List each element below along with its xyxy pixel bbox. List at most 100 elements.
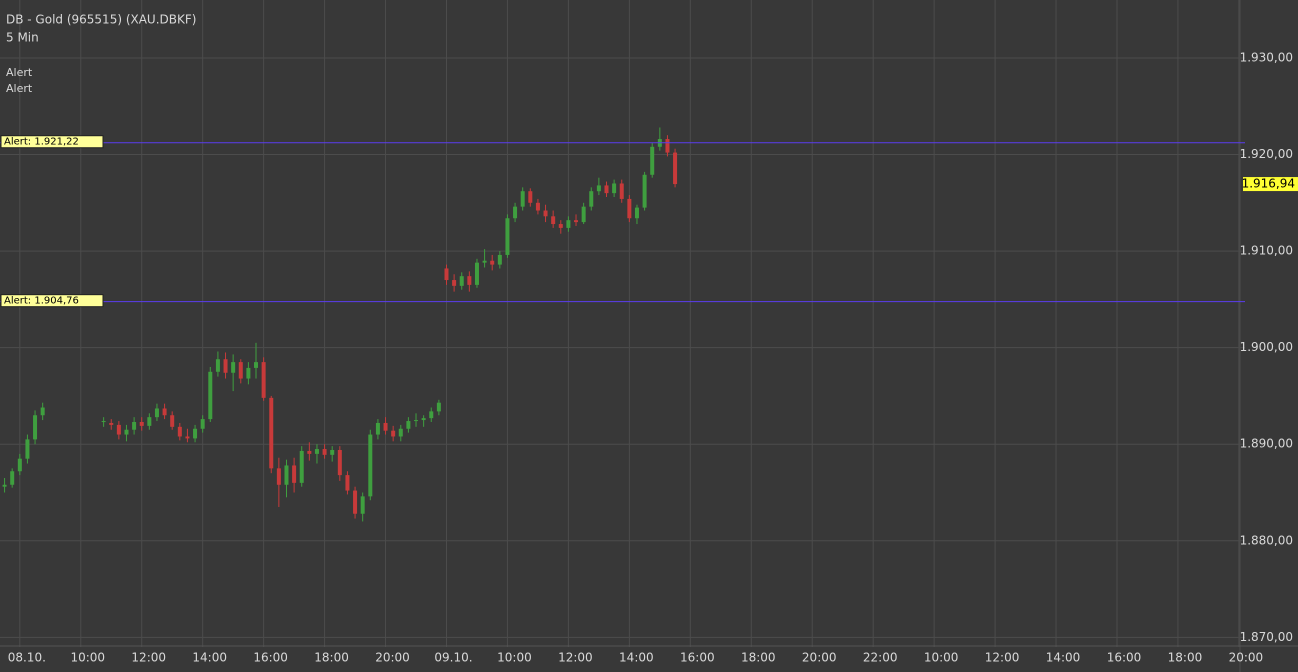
candle-body xyxy=(589,191,594,207)
candle-body xyxy=(543,210,548,217)
candle-body xyxy=(17,458,22,472)
candle-body xyxy=(574,220,579,223)
candle-body xyxy=(353,490,358,514)
candle-body xyxy=(535,202,540,211)
candle-body xyxy=(581,206,586,223)
candle-body xyxy=(368,434,373,497)
candle-body xyxy=(345,475,350,491)
y-tick-label: 1.910,00 xyxy=(1240,244,1293,258)
candle-body xyxy=(10,471,15,485)
x-tick-label: 10:00 xyxy=(70,651,105,665)
candle-body xyxy=(33,415,38,440)
candle-body xyxy=(101,421,106,423)
candle-body xyxy=(147,417,152,426)
candle-body xyxy=(322,449,327,455)
alert-label-box xyxy=(0,135,104,149)
x-tick-label: 12:00 xyxy=(558,651,593,665)
candle-body xyxy=(2,484,7,487)
candle-body xyxy=(444,268,449,281)
candle-body xyxy=(612,183,617,194)
x-tick-label: 16:00 xyxy=(680,651,715,665)
candle-body xyxy=(109,422,114,425)
candle-body xyxy=(375,422,380,435)
candle-body xyxy=(673,152,678,185)
candle-body xyxy=(261,362,266,398)
candle-body xyxy=(650,146,655,175)
candle-body xyxy=(551,216,556,225)
candle-body xyxy=(132,421,137,430)
x-tick-label: 12:00 xyxy=(131,651,166,665)
x-tick-label: 22:00 xyxy=(863,651,898,665)
candle-body xyxy=(154,408,159,418)
candle-body xyxy=(284,465,289,485)
alert-label: Alert: 1.921,22 xyxy=(4,137,79,148)
candle-body xyxy=(276,468,281,485)
candle-body xyxy=(566,220,571,228)
candle-body xyxy=(231,362,236,373)
candle-body xyxy=(665,139,670,153)
candle-body xyxy=(490,260,495,265)
chart-subtitle: 5 Min xyxy=(6,31,39,45)
x-tick-label: 14:00 xyxy=(619,651,654,665)
x-tick-label: 20:00 xyxy=(375,651,410,665)
candle-body xyxy=(513,206,518,219)
candle-body xyxy=(642,174,647,208)
x-tick-label: 14:00 xyxy=(1046,651,1081,665)
candle-body xyxy=(330,450,335,455)
candle-body xyxy=(40,407,45,416)
candles xyxy=(2,127,678,522)
candle-body xyxy=(269,397,274,469)
y-tick-label: 1.890,00 xyxy=(1240,437,1293,451)
candle-body xyxy=(299,450,304,483)
x-tick-label: 12:00 xyxy=(985,651,1020,665)
candle-body xyxy=(170,415,175,427)
candle-body xyxy=(25,439,30,459)
y-tick-label: 1.880,00 xyxy=(1240,533,1293,547)
candle-body xyxy=(528,191,533,203)
candle-body xyxy=(383,422,388,431)
x-tick-label: 20:00 xyxy=(1229,651,1264,665)
overlays: Alert: 1.921,22 Alert: 1.904,76 1.916,94 xyxy=(0,135,1298,308)
x-tick-label: 14:00 xyxy=(192,651,227,665)
chart-title: DB - Gold (965515) (XAU.DBKF) xyxy=(6,13,196,27)
x-tick-label: 10:00 xyxy=(497,651,532,665)
candle-body xyxy=(238,362,243,379)
y-tick-label: 1.920,00 xyxy=(1240,147,1293,161)
candle-body xyxy=(604,185,609,194)
candle-body xyxy=(467,276,472,285)
candle-body xyxy=(193,428,198,439)
candle-body xyxy=(482,260,487,263)
x-tick-label: 20:00 xyxy=(802,651,837,665)
candle-body xyxy=(452,280,457,286)
candle-body xyxy=(421,418,426,421)
candle-body xyxy=(337,450,342,476)
candle-body xyxy=(139,421,144,426)
grid xyxy=(0,0,1245,672)
candle-body xyxy=(208,371,213,420)
candle-body xyxy=(124,429,129,435)
y-tick-label: 1.900,00 xyxy=(1240,340,1293,354)
candle-body xyxy=(246,367,251,379)
last-price-box xyxy=(1243,177,1298,192)
candle-body xyxy=(634,207,639,219)
candle-body xyxy=(627,198,632,219)
candle-body xyxy=(414,420,419,422)
candle-body xyxy=(215,359,220,372)
candle-body xyxy=(520,191,525,207)
candle-body xyxy=(292,465,297,483)
alert-label-box xyxy=(0,294,104,308)
legend-entry: Alert xyxy=(6,66,33,79)
x-tick-label: 18:00 xyxy=(1168,651,1203,665)
y-tick-label: 1.930,00 xyxy=(1240,50,1293,64)
y-tick-label: 1.870,00 xyxy=(1240,630,1293,644)
x-tick-label: 18:00 xyxy=(741,651,776,665)
x-tick-label: 09.10. xyxy=(434,651,472,665)
x-tick-label: 16:00 xyxy=(253,651,288,665)
candle-body xyxy=(162,408,167,416)
x-tick-label: 10:00 xyxy=(924,651,959,665)
candle-body xyxy=(436,402,441,412)
candle-body xyxy=(223,359,228,373)
candle-body xyxy=(254,362,259,368)
candle-body xyxy=(116,424,121,435)
